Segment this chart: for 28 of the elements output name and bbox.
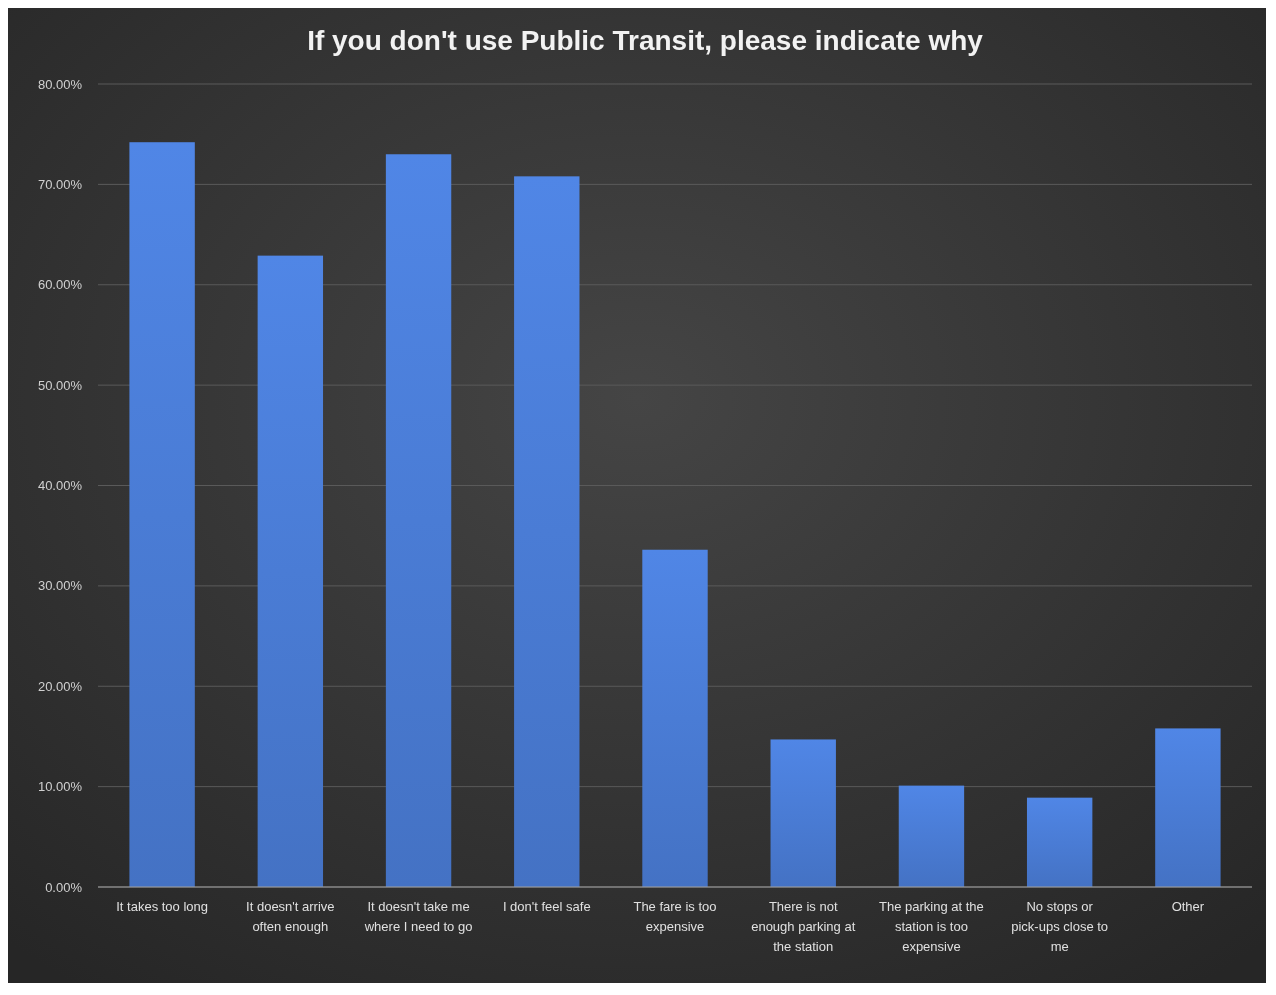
bar — [129, 142, 195, 887]
x-tick-label: I don't feel safe — [502, 899, 591, 914]
y-tick-label: 50.00% — [37, 377, 83, 393]
y-tick-label: 30.00% — [37, 578, 83, 594]
y-tick-label: 10.00% — [37, 779, 83, 795]
bar — [1155, 728, 1221, 887]
y-tick-label: 0.00% — [45, 879, 83, 895]
x-tick-label: The fare is too expensive — [633, 899, 717, 934]
bar — [1026, 797, 1093, 887]
bar — [642, 549, 708, 887]
y-tick-label: 80.00% — [37, 76, 83, 92]
x-tick-label: It doesn't arrive often enough — [246, 899, 335, 934]
x-tick-label: There is not enough parking at the station — [751, 899, 856, 954]
y-tick-label: 20.00% — [37, 678, 83, 694]
y-tick-label: 40.00% — [37, 478, 83, 494]
y-tick-label: 60.00% — [37, 277, 83, 293]
x-tick-label: The parking at the station is too expensive — [879, 899, 984, 954]
chart-title: If you don't use Public Transit, please indicate why — [307, 25, 984, 56]
bar — [257, 255, 324, 887]
x-tick-label: It takes too long — [116, 899, 208, 914]
y-tick-label: 70.00% — [37, 176, 83, 192]
bar — [385, 154, 452, 887]
bar — [770, 739, 836, 887]
x-tick-label: It doesn't take me where I need to go — [363, 899, 473, 934]
x-tick-label: Other — [1171, 899, 1205, 914]
bar — [898, 785, 965, 887]
x-tick-label: No stops or pick-ups close to me — [1011, 899, 1109, 954]
bar — [514, 176, 580, 887]
